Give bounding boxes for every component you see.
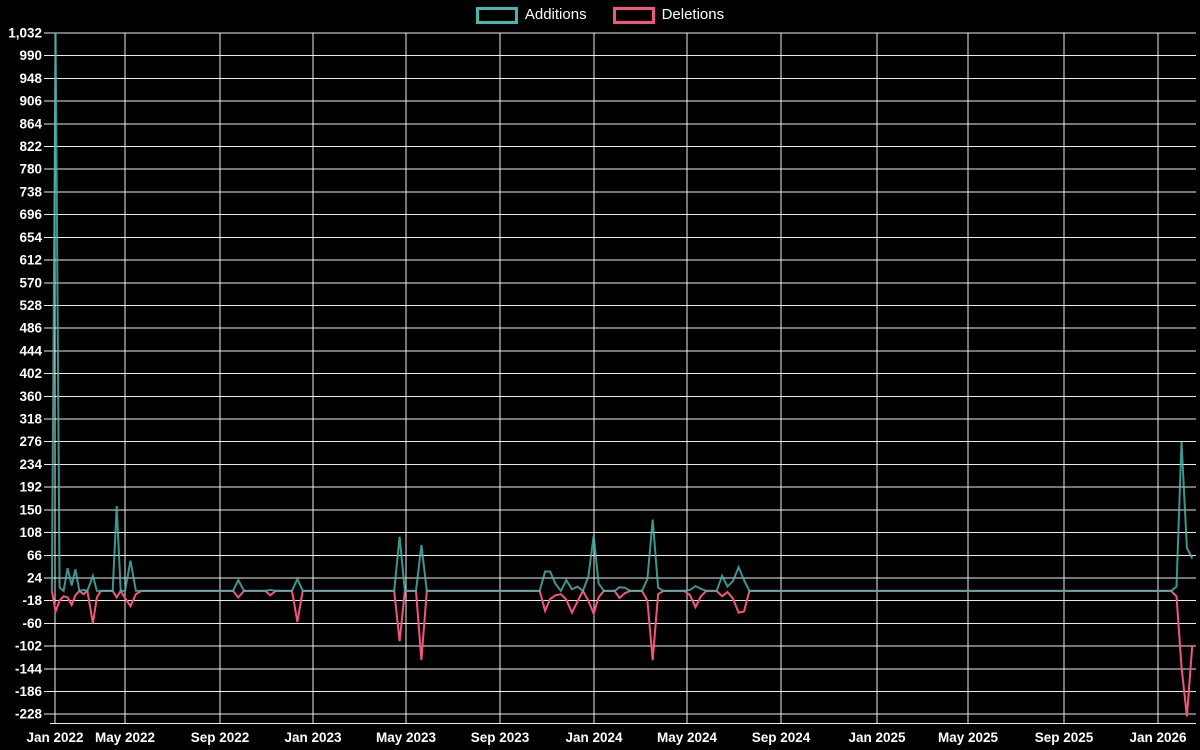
y-tick-label: 696 bbox=[19, 207, 42, 222]
y-tick-label: 192 bbox=[19, 480, 42, 495]
y-tick-label: 402 bbox=[19, 366, 42, 381]
legend-swatch-additions bbox=[475, 6, 518, 24]
y-tick-label: -18 bbox=[22, 593, 42, 608]
y-tick-label: -228 bbox=[15, 707, 43, 722]
y-tick-label: 24 bbox=[27, 570, 43, 585]
y-tick-label: 990 bbox=[19, 48, 42, 63]
legend-label: Deletions bbox=[661, 6, 725, 23]
y-tick-label: 612 bbox=[19, 253, 42, 268]
x-tick-label: May 2025 bbox=[938, 730, 999, 745]
y-tick-label: 780 bbox=[19, 162, 42, 177]
deletions-line bbox=[50, 588, 1194, 717]
y-tick-label: 1,032 bbox=[8, 26, 42, 41]
y-axis-labels: 1,032 990 948 906 864 822 780 738 696 654 612 570 52… bbox=[8, 26, 42, 722]
y-tick-label: 528 bbox=[19, 298, 42, 313]
legend-item-deletions[interactable]: Deletions bbox=[612, 6, 725, 24]
legend-item-additions[interactable]: Additions bbox=[475, 6, 587, 24]
y-tick-label: 150 bbox=[19, 502, 42, 517]
y-tick-label: 906 bbox=[19, 94, 42, 109]
y-tick-label: 486 bbox=[19, 321, 42, 336]
x-tick-label: Sep 2023 bbox=[471, 730, 530, 745]
y-tick-label: 108 bbox=[19, 525, 42, 540]
chart-legend: Additions Deletions bbox=[0, 6, 1200, 24]
y-tick-label: 948 bbox=[19, 71, 42, 86]
x-tick-label: May 2022 bbox=[95, 730, 155, 745]
x-tick-label: Sep 2022 bbox=[191, 730, 250, 745]
y-tick-label: 66 bbox=[27, 548, 43, 563]
y-tick-label: -186 bbox=[15, 684, 43, 699]
x-tick-label: Sep 2025 bbox=[1035, 730, 1094, 745]
x-tick-label: Sep 2024 bbox=[752, 730, 811, 745]
gridlines bbox=[44, 32, 1196, 724]
y-tick-label: 864 bbox=[19, 116, 42, 131]
y-tick-label: -144 bbox=[15, 661, 43, 676]
x-axis-labels: Jan 2022 May 2022 Sep 2022 Jan 2023 May 2023… bbox=[26, 730, 1187, 745]
y-tick-label: -102 bbox=[15, 639, 42, 654]
x-tick-label: May 2024 bbox=[657, 730, 718, 745]
y-tick-label: 738 bbox=[19, 184, 42, 199]
y-tick-label: 654 bbox=[19, 230, 42, 245]
y-tick-label: 276 bbox=[19, 434, 42, 449]
legend-label: Additions bbox=[524, 6, 587, 23]
y-tick-label: 444 bbox=[19, 343, 42, 358]
legend-swatch-deletions bbox=[612, 6, 655, 24]
y-tick-label: 570 bbox=[19, 275, 42, 290]
additions-line bbox=[50, 32, 1194, 593]
x-tick-label: May 2023 bbox=[376, 730, 437, 745]
y-tick-label: 318 bbox=[19, 412, 42, 427]
x-tick-label: Jan 2026 bbox=[1129, 730, 1187, 745]
x-tick-label: Jan 2022 bbox=[26, 730, 83, 745]
x-tick-label: Jan 2023 bbox=[284, 730, 342, 745]
y-tick-label: 234 bbox=[19, 457, 42, 472]
y-tick-label: 822 bbox=[19, 139, 42, 154]
y-tick-label: -60 bbox=[22, 616, 42, 631]
x-tick-label: Jan 2025 bbox=[848, 730, 906, 745]
x-tick-label: Jan 2024 bbox=[565, 730, 623, 745]
y-tick-label: 360 bbox=[19, 389, 42, 404]
